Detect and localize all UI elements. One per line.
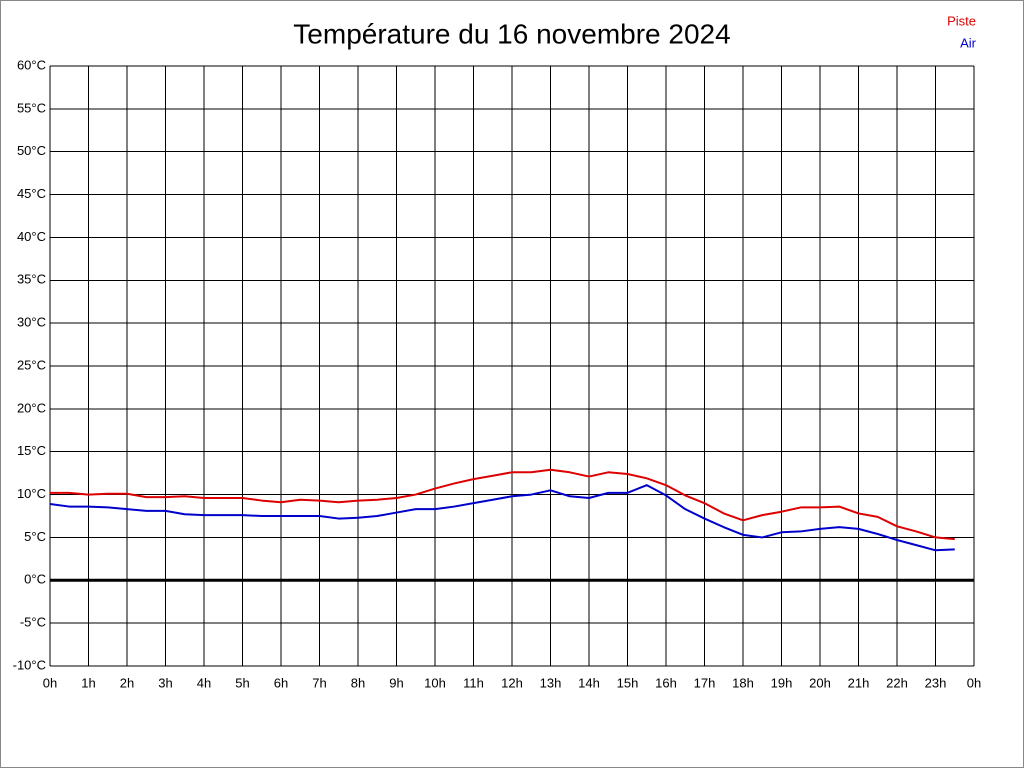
x-tick-label: 1h [81, 675, 95, 690]
x-tick-label: 20h [809, 675, 831, 690]
x-tick-label: 6h [274, 675, 288, 690]
y-tick-label: 50°C [17, 143, 46, 158]
x-tick-label: 4h [197, 675, 211, 690]
y-tick-label: 55°C [17, 100, 46, 115]
legend-label: Piste [947, 13, 976, 28]
series-line [50, 468, 955, 541]
y-tick-label: 10°C [17, 486, 46, 501]
x-tick-label: 3h [158, 675, 172, 690]
x-tick-label: 9h [389, 675, 403, 690]
x-tick-label: 0h [43, 675, 57, 690]
x-tick-label: 11h [463, 675, 484, 690]
y-tick-label: -5°C [20, 615, 46, 630]
y-tick-label: 25°C [17, 357, 46, 372]
x-tick-label: 18h [732, 675, 754, 690]
legend-label: Air [960, 35, 977, 50]
x-tick-label: 0h [967, 675, 981, 690]
y-tick-label: -10°C [13, 657, 46, 672]
y-tick-label: 20°C [17, 400, 46, 415]
x-tick-label: 23h [925, 675, 947, 690]
x-tick-label: 22h [886, 675, 908, 690]
x-tick-label: 15h [617, 675, 639, 690]
x-tick-label: 16h [655, 675, 677, 690]
x-tick-label: 7h [312, 675, 326, 690]
y-tick-label: 40°C [17, 229, 46, 244]
series-line [49, 484, 955, 552]
y-tick-label: 15°C [17, 443, 46, 458]
y-tick-label: 60°C [17, 57, 46, 72]
x-tick-label: 19h [771, 675, 793, 690]
chart-title: Température du 16 novembre 2024 [293, 18, 730, 49]
y-tick-label: 0°C [24, 572, 46, 587]
x-tick-label: 21h [848, 675, 870, 690]
x-tick-label: 13h [540, 675, 562, 690]
x-tick-label: 2h [120, 675, 134, 690]
x-tick-label: 5h [235, 675, 249, 690]
x-tick-label: 10h [424, 675, 446, 690]
y-tick-label: 5°C [24, 529, 46, 544]
x-tick-label: 8h [351, 675, 365, 690]
x-tick-label: 12h [501, 675, 523, 690]
y-tick-label: 30°C [17, 315, 46, 330]
x-tick-label: 14h [578, 675, 600, 690]
x-tick-label: 17h [694, 675, 716, 690]
y-tick-label: 35°C [17, 272, 46, 287]
y-tick-label: 45°C [17, 186, 46, 201]
